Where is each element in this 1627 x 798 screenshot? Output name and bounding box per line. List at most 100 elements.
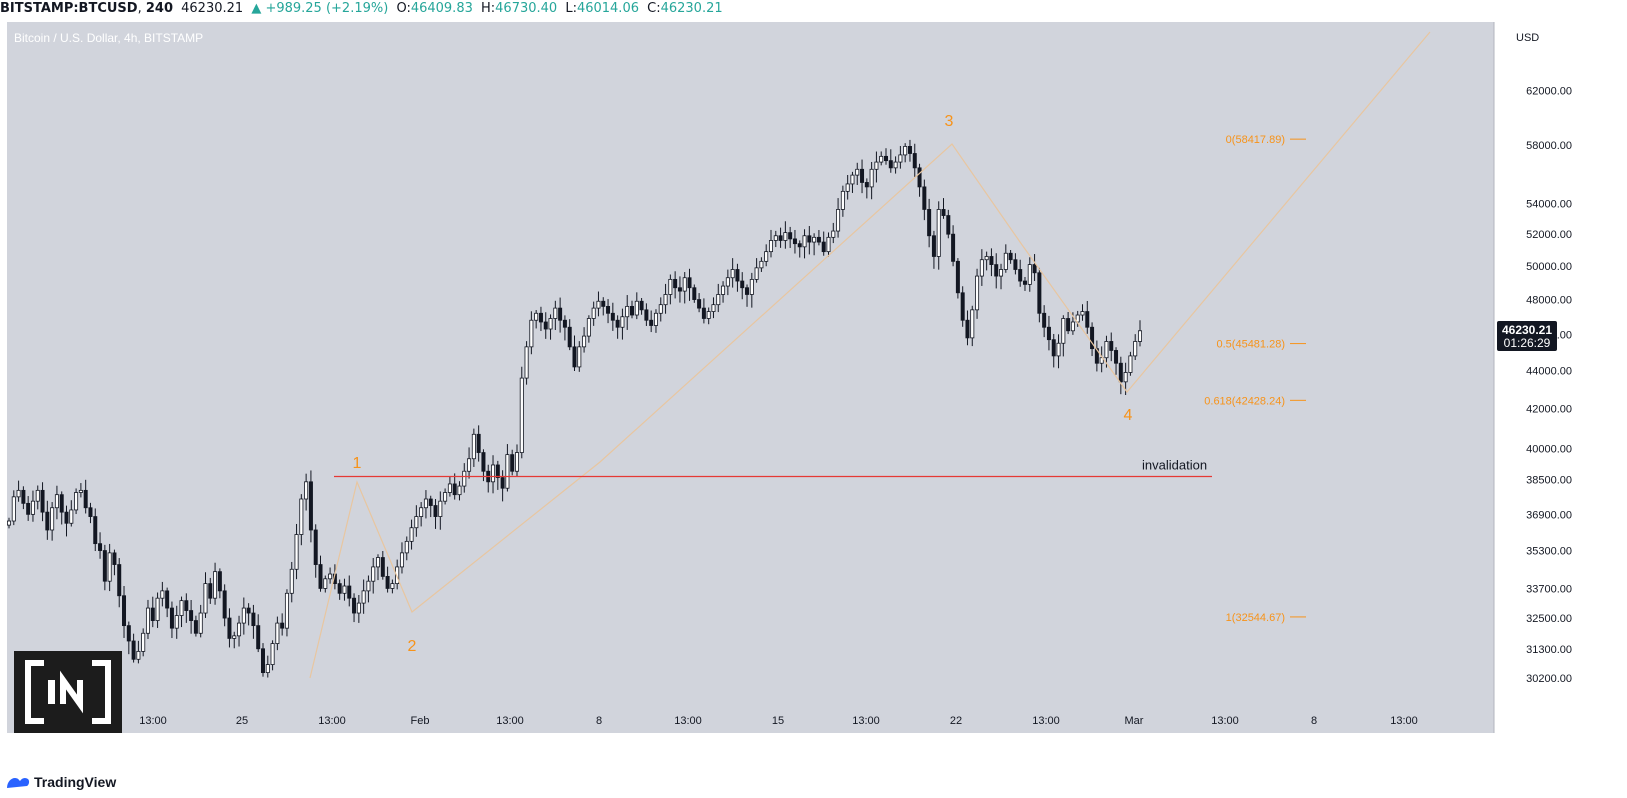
- candle-body: [414, 516, 419, 529]
- candle-body: [505, 454, 510, 489]
- candle-body: [1056, 342, 1061, 357]
- candle-body: [256, 625, 261, 650]
- symbol-name[interactable]: BITSTAMP:BTCUSD: [0, 1, 138, 16]
- price-chart[interactable]: Bitcoin / U.S. Dollar, 4h, BITSTAMP USD …: [0, 0, 1627, 766]
- candle-body: [323, 578, 328, 589]
- candle-body: [237, 622, 242, 637]
- candle-body: [457, 485, 462, 496]
- candle-body: [189, 610, 194, 621]
- candle-body: [620, 316, 625, 328]
- candle-body: [610, 312, 615, 321]
- candle-body: [989, 256, 994, 265]
- y-tick-label: 54000.00: [1526, 198, 1572, 210]
- candle-body: [11, 496, 16, 522]
- candle-body: [275, 622, 280, 644]
- candle-body: [1003, 252, 1008, 270]
- price-change: ▲ +989.25 (+2.19%): [251, 1, 389, 16]
- candle-body: [69, 509, 74, 524]
- price-axis[interactable]: [1494, 22, 1627, 733]
- candle-body: [78, 489, 83, 493]
- candle-body: [385, 576, 390, 589]
- candle-body: [1027, 264, 1032, 285]
- candle-body: [572, 346, 577, 368]
- candle-body: [869, 168, 874, 188]
- candle-body: [740, 280, 745, 289]
- x-tick-label: 13:00: [139, 715, 167, 727]
- interval[interactable]: 240: [145, 1, 173, 16]
- candle-body: [222, 590, 227, 619]
- candle-body: [390, 583, 395, 589]
- candle-body: [1138, 330, 1143, 342]
- candle-body: [912, 153, 917, 169]
- chart-title: Bitcoin / U.S. Dollar, 4h, BITSTAMP: [14, 31, 203, 45]
- candle-body: [193, 620, 198, 634]
- y-tick-label: 30200.00: [1526, 673, 1572, 685]
- candle-body: [644, 309, 649, 321]
- x-tick-label: 13:00: [674, 715, 702, 727]
- candle-body: [313, 529, 318, 565]
- candle-body: [145, 607, 150, 634]
- candle-body: [999, 269, 1004, 277]
- low-label: L:: [565, 1, 577, 16]
- candle-body: [510, 454, 515, 472]
- x-tick-label: 8: [596, 715, 602, 727]
- candle-body: [299, 498, 304, 535]
- candle-body: [884, 155, 889, 162]
- candle-body: [284, 592, 289, 629]
- candle-body: [826, 236, 831, 253]
- candle-body: [160, 590, 165, 599]
- candle-body: [93, 516, 98, 545]
- current-price-badge: 46230.21 01:26:29: [1497, 321, 1557, 351]
- candle-body: [1104, 341, 1109, 359]
- logo-right-bracket: [92, 660, 111, 724]
- candle-body: [462, 470, 467, 487]
- candle-body: [893, 161, 898, 169]
- x-tick-label: 13:00: [496, 715, 524, 727]
- candle-body: [816, 236, 821, 243]
- candle-body: [447, 483, 452, 493]
- open-value: 46409.83: [410, 1, 473, 16]
- candle-body: [783, 232, 788, 241]
- candle-body: [677, 287, 682, 292]
- candle-body: [960, 292, 965, 321]
- candle-body: [213, 571, 218, 599]
- candle-body: [687, 277, 692, 289]
- candle-body: [749, 278, 754, 295]
- close-label: C:: [647, 1, 661, 16]
- wave-label-3: 3: [945, 113, 954, 130]
- candle-body: [433, 505, 438, 517]
- candle-body: [337, 583, 342, 594]
- candle-body: [50, 507, 55, 531]
- candle-body: [366, 580, 371, 592]
- tradingview-brand[interactable]: TradingView: [34, 774, 117, 790]
- wave-labels: 1 2 3 4: [353, 113, 1133, 655]
- logo-letter-n: [60, 670, 83, 714]
- candle-body: [30, 500, 35, 515]
- candle-body: [711, 304, 716, 312]
- candle-body: [630, 305, 635, 316]
- candle-body: [538, 312, 543, 323]
- candle-body: [582, 335, 587, 348]
- candle-body: [1037, 272, 1042, 314]
- candle-body: [150, 607, 155, 621]
- candle-body: [807, 235, 812, 243]
- tradingview-icon[interactable]: [6, 775, 30, 789]
- high-value: 46730.40: [495, 1, 558, 16]
- candle-body: [217, 571, 222, 592]
- candle-body: [380, 557, 385, 577]
- fibonacci-levels: 0(58417.89) 0.5(45481.28) 0.618(42428.24) 1…: [1204, 134, 1306, 624]
- candle-body: [730, 269, 735, 279]
- candle-body: [936, 209, 941, 257]
- y-tick-label: 33700.00: [1526, 583, 1572, 595]
- wave-label-4: 4: [1124, 407, 1133, 424]
- candle-body: [54, 494, 59, 509]
- fib-level-label: 0(58417.89): [1226, 134, 1285, 146]
- y-tick-label: 62000.00: [1526, 86, 1572, 98]
- candle-body: [907, 146, 912, 154]
- candle-body: [495, 464, 500, 478]
- beincrypto-logo: [14, 651, 122, 733]
- wave-label-1: 1: [353, 455, 362, 472]
- candle-body: [519, 377, 524, 453]
- low-value: 46014.06: [576, 1, 639, 16]
- candle-body: [117, 564, 122, 597]
